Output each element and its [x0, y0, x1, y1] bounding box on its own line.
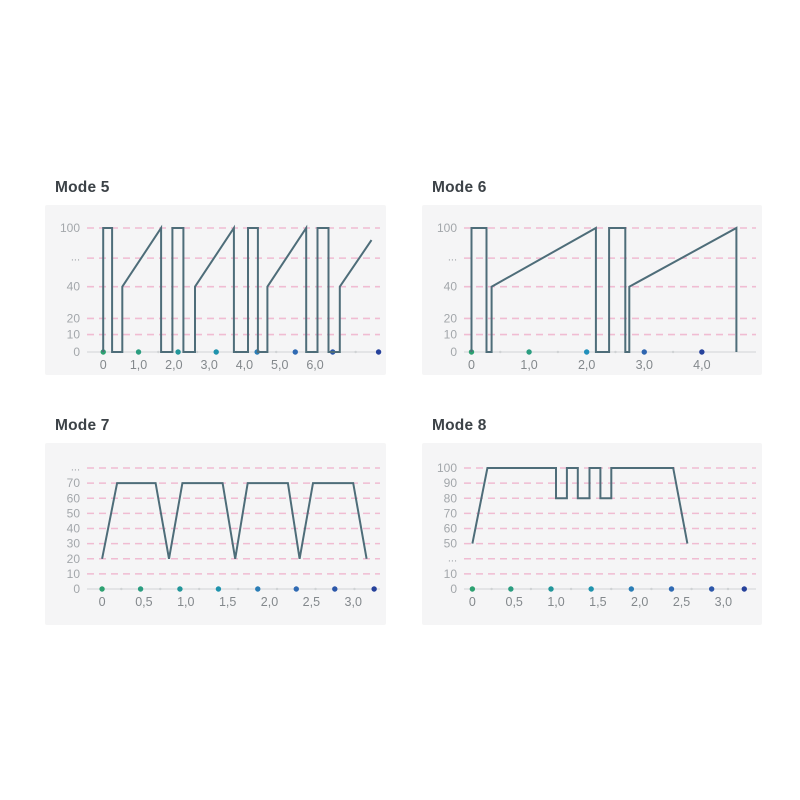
svg-text:30: 30 — [67, 537, 81, 551]
svg-text:100: 100 — [60, 221, 80, 235]
svg-text:1,0: 1,0 — [130, 358, 147, 372]
chart-title-mode-5: Mode 5 — [55, 179, 110, 196]
svg-text:50: 50 — [444, 537, 458, 551]
svg-text:1,5: 1,5 — [589, 595, 606, 609]
svg-text:1,0: 1,0 — [547, 595, 564, 609]
svg-text:90: 90 — [444, 476, 458, 490]
svg-text:60: 60 — [444, 522, 458, 536]
svg-text:2,0: 2,0 — [165, 358, 182, 372]
svg-text:10: 10 — [67, 328, 81, 342]
svg-text:80: 80 — [444, 491, 458, 505]
svg-text:10: 10 — [444, 328, 458, 342]
mode-6-section: Mode 6 100... 40 20 10 0 0 1,0 2,0 3,0 4,0 — [422, 178, 762, 375]
svg-text:100: 100 — [437, 221, 457, 235]
svg-text:1,0: 1,0 — [177, 595, 194, 609]
svg-text:0: 0 — [450, 582, 457, 596]
svg-text:...: ... — [448, 552, 457, 564]
chart-panel-mode-7: ... 70 60 50 40 30 20 10 0 0 0,5 1,0 1,5 2,0 2,5 3,0 — [45, 443, 386, 625]
svg-text:4,0: 4,0 — [693, 358, 710, 372]
chart-panel-mode-5: 100... 40 20 10 0 0 1,0 2,0 3,0 4,0 5,0 6,0 — [45, 205, 386, 375]
svg-text:5,0: 5,0 — [271, 358, 288, 372]
svg-text:70: 70 — [67, 476, 81, 490]
svg-text:2,0: 2,0 — [631, 595, 648, 609]
svg-text:0: 0 — [468, 358, 475, 372]
mode-7-section: Mode 7 ... 70 60 50 40 30 20 10 0 0 0,5 1,0 1,5 2,0 2,… — [45, 416, 386, 625]
svg-text:0,5: 0,5 — [506, 595, 523, 609]
svg-text:40: 40 — [444, 280, 458, 294]
svg-text:10: 10 — [444, 567, 458, 581]
chart-title-mode-7: Mode 7 — [55, 417, 110, 434]
svg-text:20: 20 — [67, 311, 81, 325]
svg-text:4,0: 4,0 — [236, 358, 253, 372]
svg-text:0: 0 — [100, 358, 107, 372]
svg-text:6,0: 6,0 — [306, 358, 323, 372]
svg-text:60: 60 — [67, 491, 81, 505]
svg-text:3,0: 3,0 — [636, 358, 653, 372]
svg-text:0: 0 — [469, 595, 476, 609]
chart-title-mode-6: Mode 6 — [432, 179, 487, 196]
chart-title-mode-8: Mode 8 — [432, 417, 487, 434]
svg-text:70: 70 — [444, 506, 458, 520]
svg-text:2,0: 2,0 — [578, 358, 595, 372]
svg-text:3,0: 3,0 — [715, 595, 732, 609]
svg-text:2,0: 2,0 — [261, 595, 278, 609]
svg-text:0,5: 0,5 — [135, 595, 152, 609]
svg-text:1,0: 1,0 — [520, 358, 537, 372]
svg-text:100: 100 — [437, 461, 457, 475]
svg-text:2,5: 2,5 — [303, 595, 320, 609]
chart-panel-mode-8: 100 90 80 70 60 50... 10 0 0 0,5 1,0 1,5 2,0 2,5 3,0 — [422, 443, 762, 625]
svg-text:50: 50 — [67, 506, 81, 520]
svg-text:0: 0 — [73, 345, 80, 359]
svg-text:0: 0 — [450, 345, 457, 359]
svg-text:...: ... — [71, 252, 80, 264]
svg-text:1,5: 1,5 — [219, 595, 236, 609]
svg-text:20: 20 — [444, 311, 458, 325]
svg-text:0: 0 — [73, 582, 80, 596]
svg-text:0: 0 — [99, 595, 106, 609]
chart-panel-mode-6: 100... 40 20 10 0 0 1,0 2,0 3,0 4,0 — [422, 205, 762, 375]
svg-text:3,0: 3,0 — [200, 358, 217, 372]
mode-8-section: Mode 8 100 90 80 70 60 50... 10 0 0 0,5 1,0 1,5 2,0 2… — [422, 416, 762, 625]
svg-text:3,0: 3,0 — [345, 595, 362, 609]
mode-5-section: Mode 5 100... 40 20 10 0 0 1,0 2,0 3,0 4,0 5,0 6,0 — [45, 178, 386, 375]
svg-text:10: 10 — [67, 567, 81, 581]
svg-text:40: 40 — [67, 280, 81, 294]
svg-text:40: 40 — [67, 522, 81, 536]
svg-text:...: ... — [448, 252, 457, 264]
svg-text:20: 20 — [67, 552, 81, 566]
svg-text:2,5: 2,5 — [673, 595, 690, 609]
svg-text:...: ... — [71, 462, 80, 474]
